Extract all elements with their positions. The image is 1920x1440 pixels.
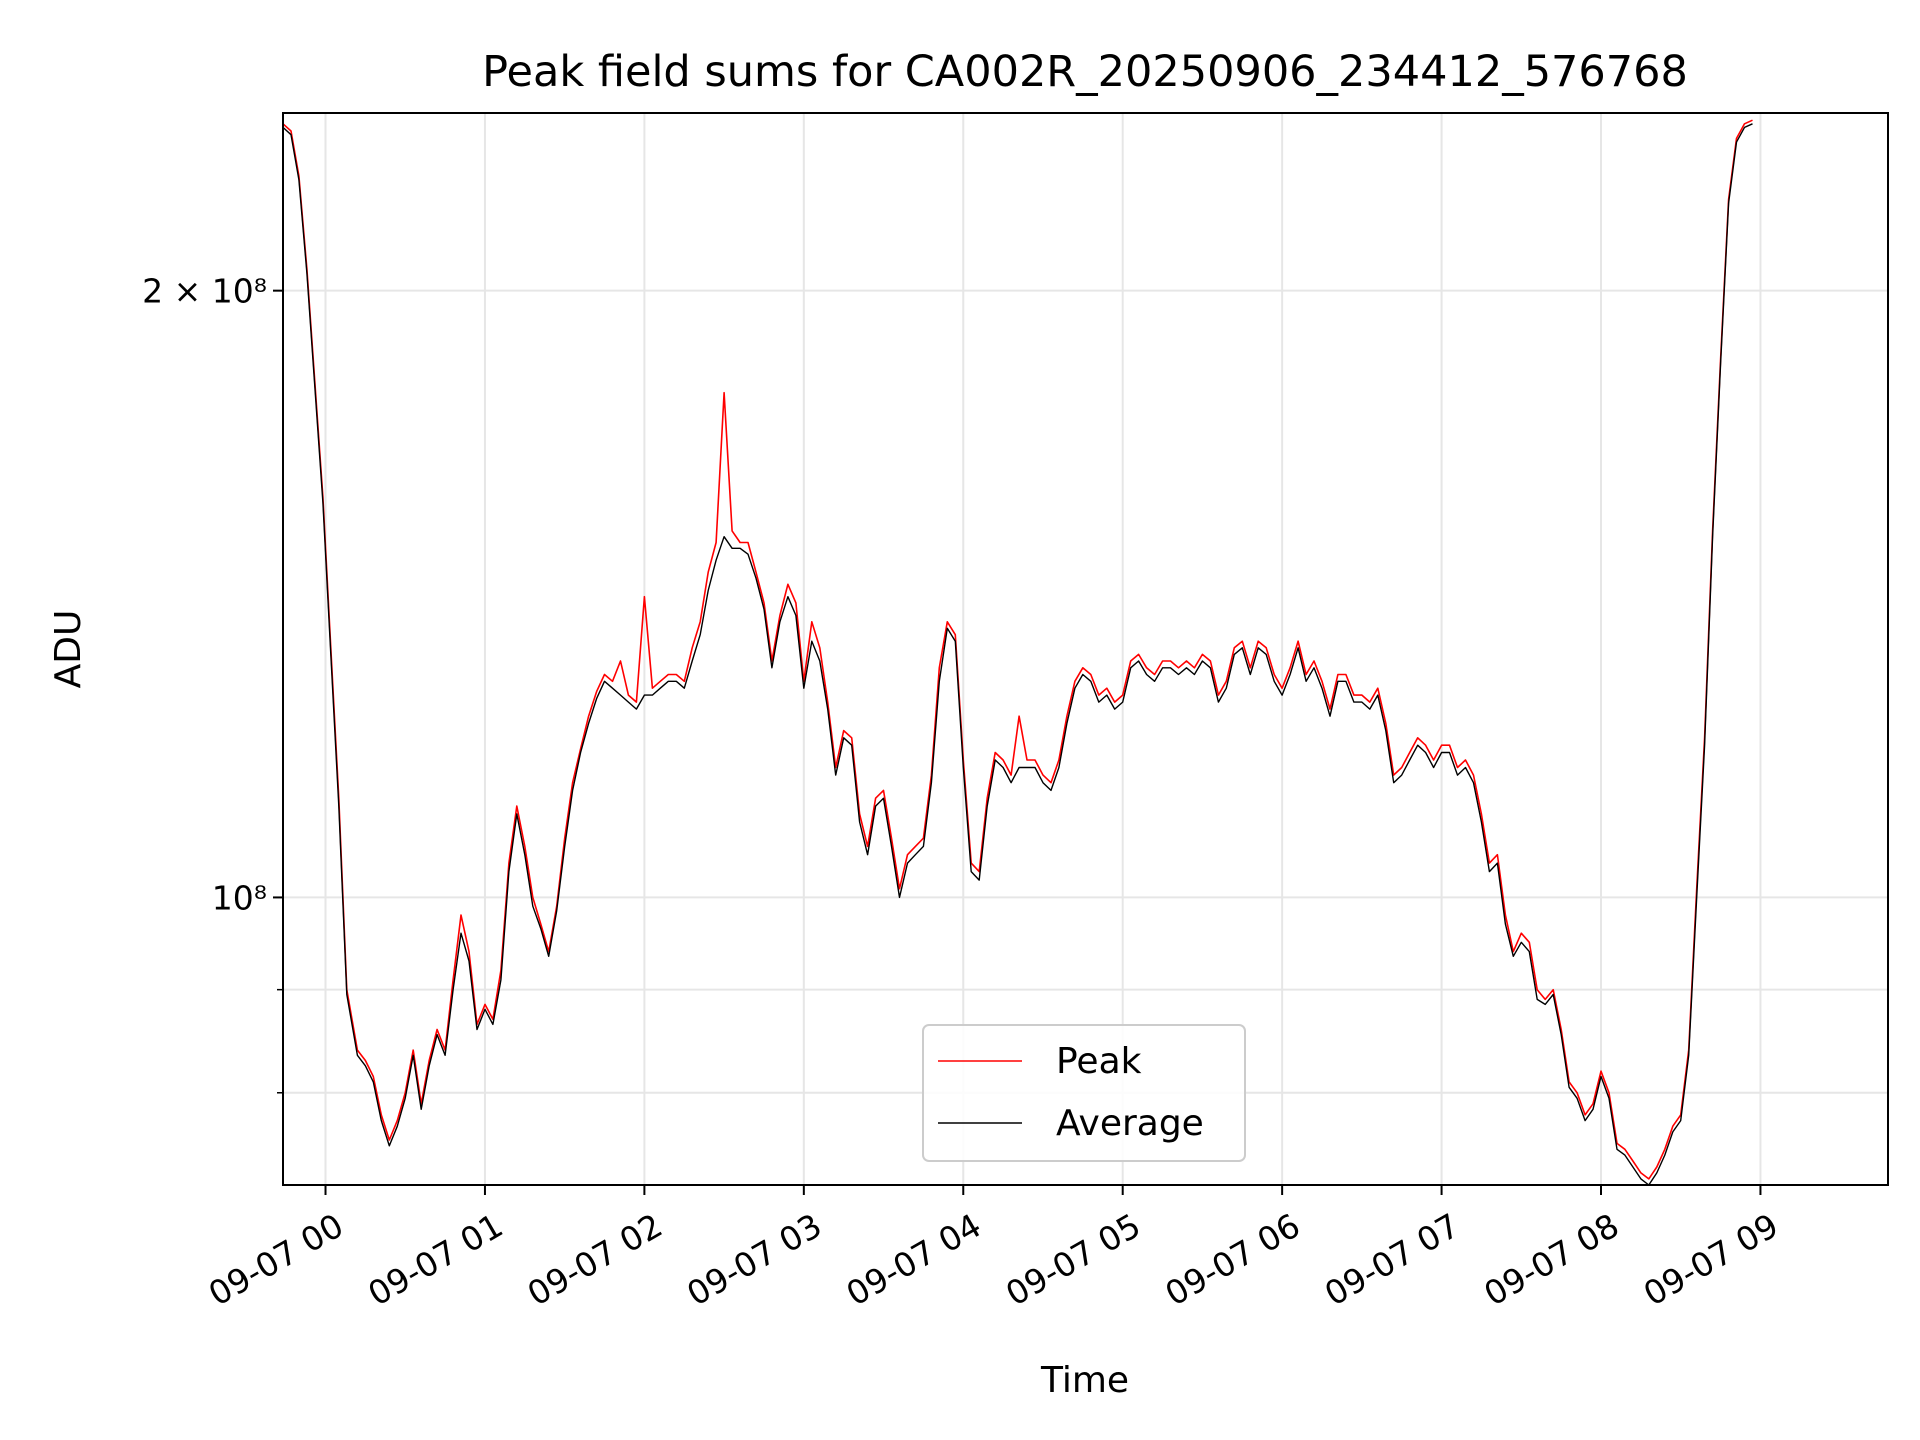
legend-peak-label: Peak (1056, 1041, 1142, 1082)
legend-average-label: Average (1056, 1103, 1204, 1144)
series-layer (282, 119, 1753, 1186)
legend: Peak Average (922, 1024, 1246, 1162)
y-axis-label: ADU (48, 610, 89, 689)
grid (283, 113, 1888, 1185)
y-tick-label: 2 × 10⁸ (142, 272, 267, 311)
x-axis-label: Time (1040, 1360, 1129, 1401)
series-average-line (282, 123, 1753, 1186)
legend-frame (922, 1024, 1246, 1162)
series-peak-line (282, 119, 1753, 1180)
plot-frame (282, 112, 1889, 1186)
chart-title: Peak field sums for CA002R_20250906_2344… (482, 47, 1688, 97)
y-tick-label: 10⁸ (212, 878, 267, 917)
y-axis: 10⁸ 2 × 10⁸ (142, 272, 283, 1094)
